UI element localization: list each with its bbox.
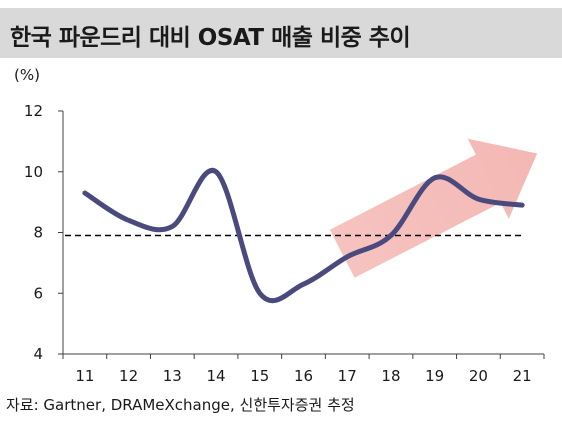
x-tick-label: 19 xyxy=(425,367,444,385)
y-axis-unit-label: (%) xyxy=(14,66,40,84)
x-tick-label: 15 xyxy=(250,367,269,385)
x-tick-label: 18 xyxy=(381,367,400,385)
x-tick-label: 11 xyxy=(75,367,94,385)
x-tick-label: 20 xyxy=(469,367,488,385)
y-tick-label: 10 xyxy=(24,163,43,181)
x-tick-label: 21 xyxy=(513,367,532,385)
y-tick-label: 6 xyxy=(33,284,43,302)
source-note: 자료: Gartner, DRAMeXchange, 신한투자증권 추정 xyxy=(6,396,355,414)
x-tick-label: 16 xyxy=(294,367,313,385)
chart-title: 한국 파운드리 대비 OSAT 매출 비중 추이 xyxy=(10,25,411,51)
x-tick-label: 13 xyxy=(163,367,182,385)
x-tick-label: 12 xyxy=(119,367,138,385)
y-tick-label: 12 xyxy=(24,102,43,120)
series-line xyxy=(82,167,525,304)
x-tick-label: 14 xyxy=(206,367,225,385)
title-bar: 한국 파운드리 대비 OSAT 매출 비중 추이 xyxy=(0,8,562,58)
trend-arrow-annotation xyxy=(329,138,538,278)
y-tick-label: 8 xyxy=(33,224,43,242)
x-tick-label: 17 xyxy=(338,367,357,385)
y-tick-label: 4 xyxy=(33,345,43,363)
